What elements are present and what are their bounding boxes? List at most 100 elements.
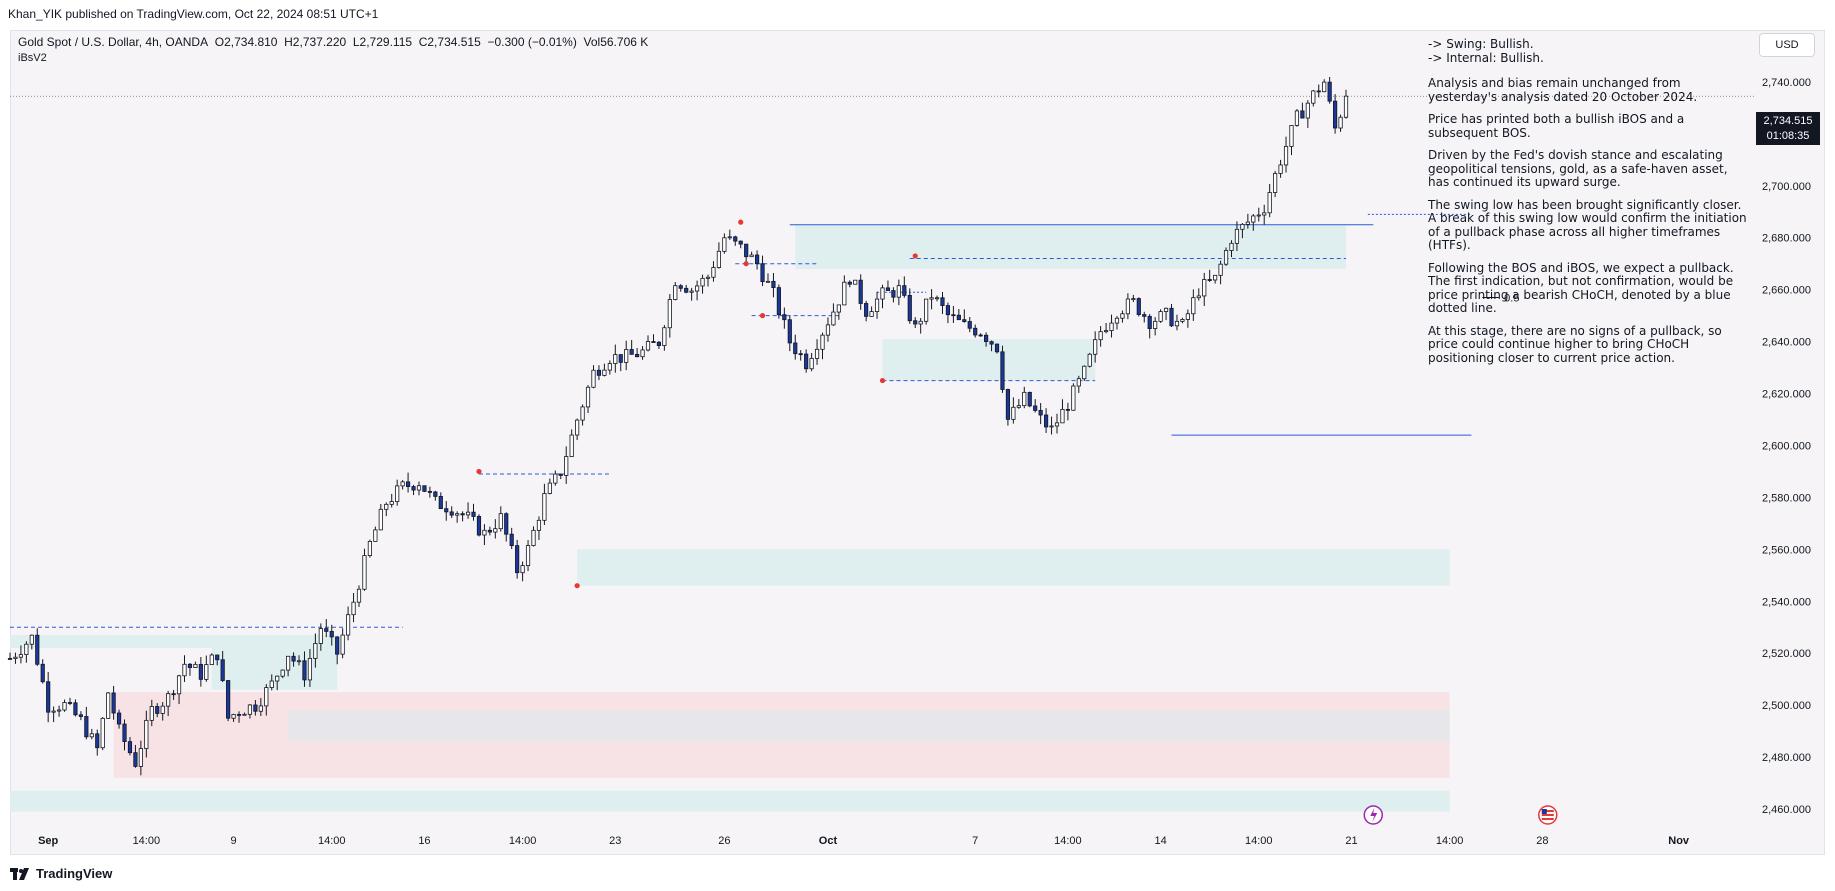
candlestick <box>645 341 651 351</box>
y-axis-tick-label: 2,660.000 <box>1762 285 1811 297</box>
candlestick <box>700 277 705 287</box>
candlestick <box>907 294 912 322</box>
candlestick <box>733 236 738 242</box>
candlestick <box>400 481 405 487</box>
y-axis-tick-label: 2,540.000 <box>1762 596 1811 608</box>
candlestick <box>662 327 667 346</box>
candlestick <box>1256 214 1261 217</box>
candlestick <box>40 663 45 683</box>
candlestick <box>1185 313 1190 320</box>
indicator-label[interactable]: iBsV2 <box>18 52 47 64</box>
candlestick <box>918 320 923 325</box>
x-axis-tick-label: 14 <box>1154 835 1166 847</box>
candlestick <box>934 297 940 300</box>
candlestick <box>209 654 214 665</box>
candlestick <box>1267 192 1272 214</box>
candlestick <box>1076 378 1081 387</box>
candlestick <box>618 354 623 363</box>
candlestick <box>569 434 574 457</box>
candlestick <box>198 663 203 680</box>
y-axis-tick-label: 2,740.000 <box>1762 77 1811 89</box>
candlestick <box>307 658 313 681</box>
candlestick <box>956 314 961 321</box>
candlestick <box>1300 110 1305 119</box>
candlestick <box>624 349 629 363</box>
note-internal: -> Internal: Bullish. <box>1428 50 1544 65</box>
candlestick <box>640 349 645 358</box>
candlestick <box>122 723 127 742</box>
candlestick <box>493 528 498 533</box>
candlestick <box>896 285 901 298</box>
candlestick <box>356 588 362 603</box>
candlestick <box>607 363 612 371</box>
candlestick <box>1218 263 1223 276</box>
candlestick <box>940 297 945 306</box>
swing-point-marker <box>759 313 766 319</box>
candlestick <box>1065 408 1070 411</box>
candlestick <box>1327 81 1332 102</box>
candlestick <box>580 406 585 421</box>
candlestick <box>1125 298 1130 315</box>
candlestick <box>296 660 302 663</box>
candlestick <box>1087 353 1092 367</box>
candlestick <box>504 513 509 535</box>
candlestick <box>226 680 231 719</box>
candlestick <box>962 319 967 322</box>
candlestick <box>1071 385 1076 411</box>
candlestick <box>585 386 591 408</box>
candlestick <box>1044 414 1049 428</box>
note-paragraph: Analysis and bias remain unchanged from … <box>1428 76 1698 104</box>
note-paragraph: Following the BOS and iBOS, we expect a … <box>1428 260 1734 315</box>
candlestick <box>1098 331 1103 341</box>
candlestick <box>765 280 771 283</box>
candlestick <box>449 511 454 516</box>
candlestick <box>1011 406 1016 420</box>
candlestick <box>880 287 885 300</box>
candlestick <box>651 341 656 343</box>
candlestick <box>787 319 792 344</box>
candlestick <box>754 254 760 265</box>
candlestick <box>438 495 443 510</box>
swing-point-marker <box>912 253 918 259</box>
candlestick <box>351 601 356 616</box>
lightning-glyph <box>1370 808 1378 822</box>
symbol-name[interactable]: Gold Spot / U.S. Dollar, 4h, OANDA <box>18 35 209 49</box>
candlestick <box>405 481 411 487</box>
candlestick <box>291 655 296 662</box>
candlestick <box>596 369 602 376</box>
candlestick <box>978 334 983 337</box>
candlestick <box>1240 223 1245 230</box>
candlestick <box>111 692 116 714</box>
swing-point-marker <box>476 468 482 475</box>
candlestick <box>1251 215 1256 223</box>
note-swing: -> Swing: Bullish. <box>1428 37 1534 51</box>
candlestick <box>7 658 13 660</box>
candlestick <box>722 237 727 252</box>
candlestick <box>1333 100 1338 129</box>
candlestick <box>1278 164 1283 174</box>
x-axis-tick-label: 7 <box>972 835 978 847</box>
x-axis-tick-label: 14:00 <box>509 835 537 847</box>
flag-stripe <box>1541 818 1554 820</box>
candlestick <box>133 752 138 767</box>
candlestick <box>804 353 809 370</box>
candlestick <box>1169 307 1174 327</box>
candlestick <box>1207 279 1212 281</box>
candlestick <box>1114 317 1120 324</box>
candlestick <box>1273 173 1278 193</box>
tradingview-logo[interactable]: TradingView <box>10 866 112 881</box>
candlestick <box>427 491 432 493</box>
x-axis-tick-label: 16 <box>418 835 430 847</box>
currency-button[interactable]: USD <box>1759 33 1815 57</box>
candlestick <box>340 634 345 655</box>
candlestick <box>1338 116 1343 129</box>
x-axis-tick-label: 28 <box>1536 835 1548 847</box>
candlestick <box>373 529 378 542</box>
candlestick <box>711 267 716 278</box>
candlestick <box>264 687 269 707</box>
y-axis-tick-label: 2,560.000 <box>1762 544 1811 556</box>
candlestick <box>84 716 89 738</box>
candlestick <box>924 298 929 322</box>
note-paragraph: At this stage, there are no signs of a p… <box>1428 323 1722 365</box>
